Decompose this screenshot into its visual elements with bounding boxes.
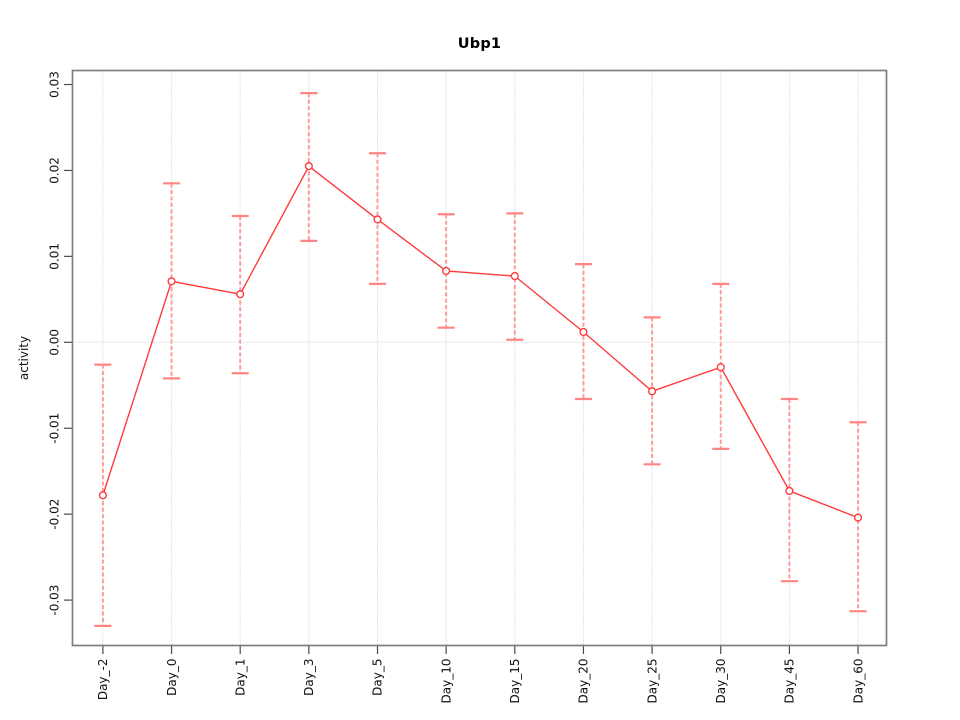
data-point-marker <box>647 387 657 396</box>
x-tick-label: Day_45 <box>783 659 797 704</box>
x-tick-label: Day_10 <box>439 659 453 704</box>
y-tick-label: 0.00 <box>48 329 62 356</box>
data-point-marker <box>304 162 313 171</box>
plot-border <box>71 69 888 647</box>
y-tick-label: 0.02 <box>48 157 62 184</box>
y-tick-label: 0.01 <box>48 243 62 270</box>
y-tick-label: -0.03 <box>48 585 62 616</box>
data-point-marker <box>716 363 725 372</box>
y-tick-label: 0.03 <box>48 71 62 98</box>
x-tick-label: Day_20 <box>577 659 591 704</box>
data-point-marker <box>853 513 863 522</box>
x-tick-label: Day_0 <box>165 659 179 696</box>
x-tick-label: Day_5 <box>371 659 385 696</box>
data-point-marker <box>236 290 245 299</box>
data-point-marker <box>510 272 519 281</box>
x-tick-label: Day_25 <box>645 659 659 704</box>
data-point-marker <box>579 327 588 337</box>
x-tick-label: Day_-2 <box>96 659 110 701</box>
x-tick-label: Day_3 <box>302 659 316 696</box>
data-point-marker <box>442 266 451 276</box>
series-line <box>102 165 859 519</box>
x-tick-label: Day_60 <box>851 659 865 704</box>
data-point-marker <box>98 491 108 500</box>
data-point-marker <box>167 277 176 286</box>
x-tick-label: Day_1 <box>233 659 247 696</box>
data-point-marker <box>373 215 382 224</box>
chart-title: Ubp1 <box>457 36 502 52</box>
y-tick-label: -0.01 <box>48 413 62 444</box>
data-point-marker <box>785 486 794 496</box>
x-tick-label: Day_30 <box>714 659 728 704</box>
y-tick-label: -0.02 <box>48 499 62 530</box>
x-tick-label: Day_15 <box>508 659 522 704</box>
